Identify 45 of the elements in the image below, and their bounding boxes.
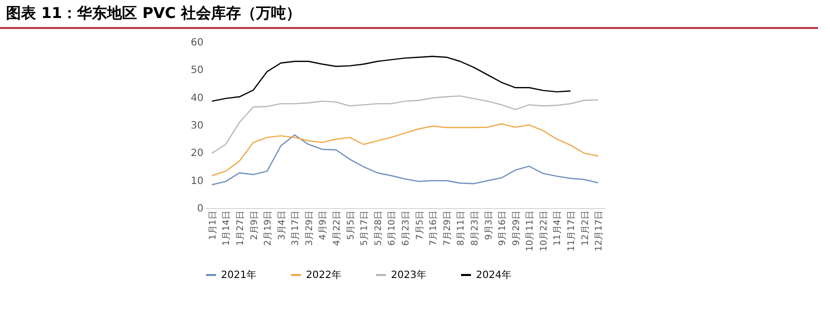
x-tick-label: 5月28日 (374, 210, 384, 246)
line-series (211, 123, 599, 176)
x-tick-label: 3月29日 (304, 210, 315, 246)
y-tick-label: 50 (190, 65, 204, 76)
y-tick-label: 60 (190, 38, 204, 48)
x-tick-label: 3月17日 (291, 210, 302, 246)
x-tick-label: 5月5日 (346, 210, 356, 240)
x-tick-label: 10月11日 (526, 210, 536, 252)
x-tick-label: 8月23日 (470, 210, 480, 246)
x-tick-label: 12月17日 (594, 210, 605, 252)
x-tick-label: 11月17日 (567, 210, 578, 252)
x-tick-label: 9月29日 (512, 210, 522, 246)
x-tick-label: 8月11日 (456, 210, 467, 246)
x-tick-label: 9月3日 (484, 210, 494, 240)
y-tick-label: 20 (190, 148, 204, 160)
x-tick-label: 9月16日 (498, 210, 508, 246)
y-tick-label: 30 (190, 120, 204, 132)
legend-label: 2022年 (306, 269, 342, 281)
line-series (211, 95, 599, 154)
x-tick-label: 3月4日 (277, 210, 288, 240)
x-tick-label: 1月27日 (236, 210, 246, 246)
line-series (211, 56, 572, 102)
x-tick-label: 7月16日 (429, 210, 440, 246)
x-tick-label: 7月29日 (442, 210, 453, 246)
legend-label: 2021年 (221, 269, 256, 281)
x-tick-label: 1月14日 (222, 210, 232, 246)
x-tick-label: 4月9日 (318, 210, 329, 240)
legend-label: 2023年 (391, 269, 426, 281)
x-tick-label: 6月23日 (402, 210, 412, 246)
x-tick-label: 7月5日 (415, 210, 426, 240)
x-tick-label: 10月22日 (539, 210, 550, 252)
x-tick-label: 2月19日 (264, 210, 274, 246)
x-tick-label: 11月4日 (553, 210, 564, 246)
line-series (211, 134, 599, 186)
x-tick-label: 5月17日 (360, 210, 370, 246)
x-tick-label: 2月9日 (250, 210, 260, 240)
legend-label: 2024年 (476, 269, 512, 281)
y-tick-label: 0 (197, 204, 204, 214)
y-tick-label: 10 (190, 176, 204, 187)
chart-title: 图表 11：华东地区 PVC 社会库存（万吨） (0, 0, 818, 29)
x-tick-label: 4月22日 (332, 210, 343, 246)
y-tick-label: 40 (190, 92, 204, 104)
x-tick-label: 1月1日 (208, 210, 218, 240)
x-tick-label: 12月2日 (580, 210, 591, 246)
x-tick-label: 6月10日 (388, 210, 398, 246)
